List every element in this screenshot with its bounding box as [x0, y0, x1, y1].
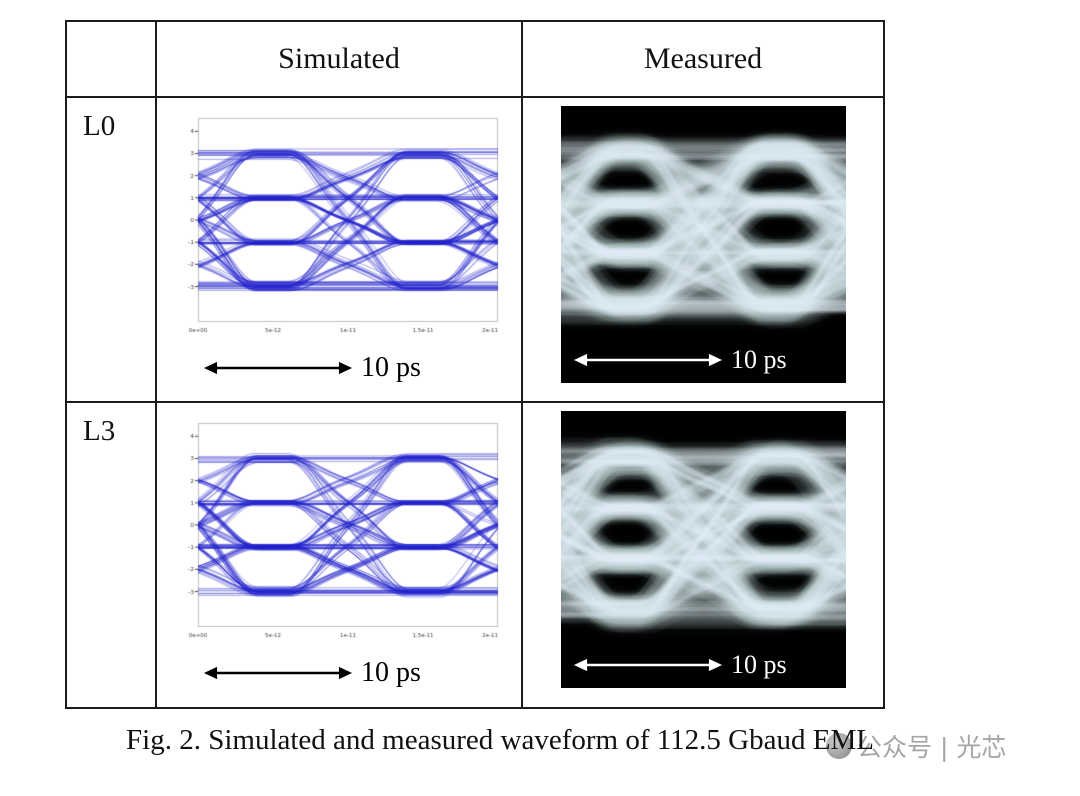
- header-simulated-label: Simulated: [278, 42, 400, 75]
- double-arrow-icon: [573, 658, 723, 672]
- row-label-l0: L0: [67, 98, 157, 403]
- row-label-l0-text: L0: [83, 110, 116, 142]
- measured-eye-box-l3: 10 ps: [561, 411, 846, 688]
- scale-label: 10 ps: [731, 345, 787, 374]
- measured-cell-l0: 10 ps: [523, 98, 883, 403]
- scale-bar-simulated-l0: 10 ps: [203, 354, 421, 382]
- simulated-eye-diagram-l3: [174, 417, 504, 653]
- measured-eye-box-l0: 10 ps: [561, 106, 846, 383]
- measured-eye-diagram-l3: [561, 411, 846, 688]
- scale-bar-measured-l3: 10 ps: [573, 652, 787, 678]
- figure-caption: Fig. 2. Simulated and measured waveform …: [126, 724, 874, 756]
- scale-bar-simulated-l3: 10 ps: [203, 659, 421, 687]
- scale-label: 10 ps: [731, 650, 787, 679]
- scale-label: 10 ps: [361, 352, 421, 383]
- double-arrow-icon: [203, 666, 353, 680]
- measured-cell-l3: 10 ps: [523, 403, 883, 707]
- scale-bar-measured-l0: 10 ps: [573, 347, 787, 373]
- header-measured-label: Measured: [643, 42, 763, 75]
- watermark-text: 公众号 | 光芯: [857, 733, 1007, 762]
- figure-table: Simulated Measured L0 10 ps: [65, 20, 885, 709]
- simulated-cell-l0: 10 ps: [157, 98, 523, 403]
- scale-label: 10 ps: [361, 657, 421, 688]
- simulated-eye-diagram-l0: [174, 112, 504, 348]
- header-measured: Measured: [523, 22, 883, 98]
- watermark: 公众号 | 光芯: [826, 728, 1006, 764]
- header-simulated: Simulated: [157, 22, 523, 98]
- row-label-l3-text: L3: [83, 415, 116, 447]
- header-corner-cell: [67, 22, 157, 98]
- double-arrow-icon: [203, 361, 353, 375]
- simulated-cell-l3: 10 ps: [157, 403, 523, 707]
- double-arrow-icon: [573, 353, 723, 367]
- row-label-l3: L3: [67, 403, 157, 707]
- watermark-logo-icon: [826, 733, 852, 759]
- measured-eye-diagram-l0: [561, 106, 846, 383]
